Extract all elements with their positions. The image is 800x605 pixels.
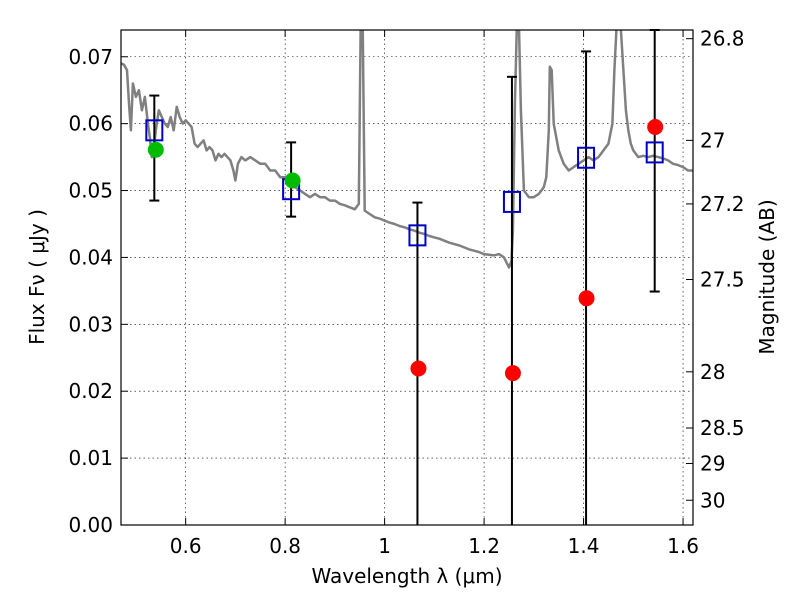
y2-axis-title: Magnitude (AB) [755,199,779,354]
y2-tick-label: 27.5 [700,268,745,292]
sed-model-line [121,30,693,269]
y2-tick-label: 26.8 [700,27,745,51]
y-tick-label: 0.03 [68,312,113,336]
x-tick-label: 1.6 [667,534,699,558]
x-tick-label: 0.8 [269,534,301,558]
y-tick-label: 0.04 [68,245,113,269]
model-photometry-square [502,190,521,213]
model-photometry-square [145,119,164,142]
y-tick-label: 0.02 [68,379,113,403]
y2-tick-label: 29 [700,451,725,475]
plot-frame [120,29,694,526]
sed-model-layer [121,30,693,269]
x-tick-label: 1 [378,534,391,558]
x-tick-label: 0.6 [170,534,202,558]
x-axis-title: Wavelength λ (μm) [311,564,502,588]
model-photometry-square [408,224,427,247]
upper-limit-point [504,365,521,382]
y2-tick-label: 28 [700,360,725,384]
x-axis-ticks: 0.6 0.8 1 1.2 1.4 1.6 [170,30,699,558]
model-photometry-square [645,141,664,164]
y2-axis-ticks: 26.8 27 27.2 27.5 28 28.5 29 30 [686,27,745,512]
y-tick-label: 0.01 [68,446,113,470]
upper-limit-point [410,360,427,377]
detection-point [147,141,164,158]
y-tick-label: 0.06 [68,112,113,136]
x-tick-label: 1.4 [568,534,600,558]
y2-tick-label: 28.5 [700,416,745,440]
y2-tick-label: 30 [700,488,725,512]
markers [145,118,664,382]
y-axis-ticks: 0.00 0.01 0.02 0.03 0.04 0.05 0.06 0.07 [68,45,128,537]
model-photometry-square [577,146,596,169]
y2-tick-label: 27.2 [700,192,745,216]
detection-point [284,172,301,189]
x-tick-label: 1.2 [468,534,500,558]
y-axis-title: Flux Fν ( μJy ) [25,209,49,345]
upper-limit-point [647,118,664,135]
y-tick-label: 0.05 [68,179,113,203]
y-tick-label: 0.00 [68,513,113,537]
y2-tick-label: 27 [700,128,725,152]
upper-limit-point [578,290,595,307]
y-tick-label: 0.07 [68,45,113,69]
plot-background [121,30,693,525]
